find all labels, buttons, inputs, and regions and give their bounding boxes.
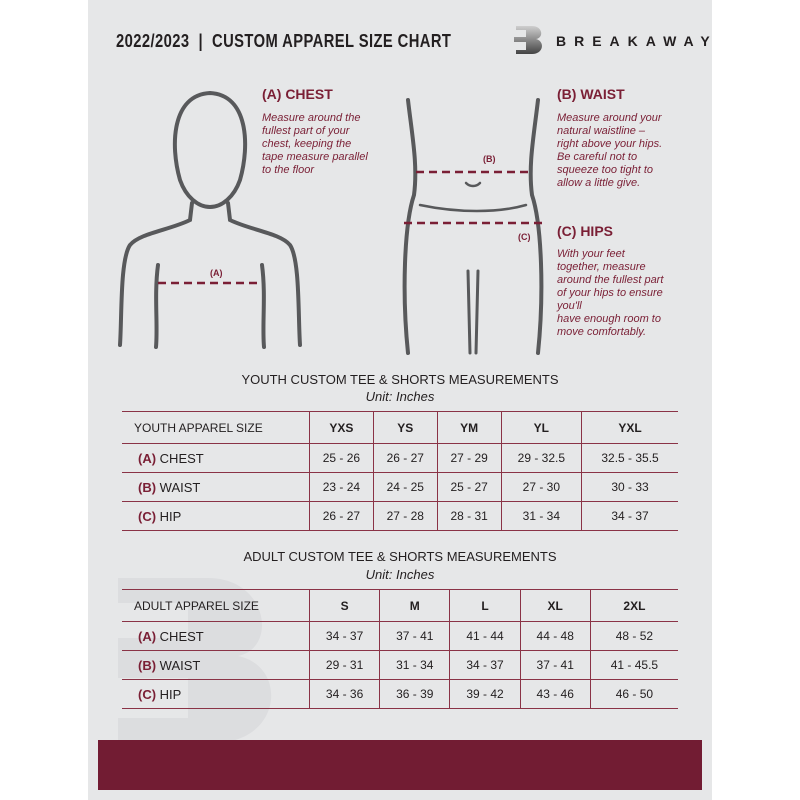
table-row: (C) HIP 34 - 36 36 - 39 39 - 42 43 - 46 46 -… <box>122 679 678 709</box>
table-row: (A) CHEST 34 - 37 37 - 41 41 - 44 44 - 48 48… <box>122 621 678 651</box>
chest-marker-label: (A) <box>210 268 223 278</box>
table-row: (B) WAIST 23 - 24 24 - 25 25 - 27 27 - 30 30… <box>122 472 678 502</box>
youth-size-table: YOUTH APPAREL SIZE YXS YS YM YL YXL (A) CHEST… <box>122 411 678 531</box>
chest-description: Measure around the fullest part of your ch… <box>262 112 368 176</box>
table-row: (C) HIP 26 - 27 27 - 28 28 - 31 31 - 34 34 -… <box>122 501 678 531</box>
chest-figure-illustration <box>118 90 302 349</box>
adult-unit: Unit: Inches <box>365 567 435 582</box>
youth-section-title: YOUTH CUSTOM TEE & SHORTS MEASUREMENTS <box>241 372 559 387</box>
waist-hips-figure-illustration <box>402 98 544 355</box>
waist-heading: (B) WAIST <box>557 86 625 102</box>
chest-heading: (A) CHEST <box>262 86 333 102</box>
brand-logo-icon <box>514 26 542 54</box>
table-row: (A) CHEST 25 - 26 26 - 27 27 - 29 29 - 32.5… <box>122 443 678 473</box>
table-header-row: ADULT APPAREL SIZE S M L XL 2XL <box>122 589 678 622</box>
table-header-row: YOUTH APPAREL SIZE YXS YS YM YL YXL <box>122 411 678 444</box>
hips-heading: (C) HIPS <box>557 223 613 239</box>
youth-unit: Unit: Inches <box>365 389 435 404</box>
page-title: 2022/2023 | CUSTOM APPAREL SIZE CHART <box>116 31 452 51</box>
table-row: (B) WAIST 29 - 31 31 - 34 34 - 37 37 - 41 41… <box>122 650 678 680</box>
brand-name: BREAKAWAY <box>556 33 718 49</box>
hips-description: With your feet together, measure around th… <box>557 248 664 338</box>
hips-marker-label: (C) <box>518 232 531 242</box>
footer-band <box>98 740 702 790</box>
adult-size-table: ADULT APPAREL SIZE S M L XL 2XL (A) CHEST 34 … <box>122 589 678 709</box>
waist-description: Measure around your natural waistline – ri… <box>557 112 663 189</box>
adult-section-title: ADULT CUSTOM TEE & SHORTS MEASUREMENTS <box>243 549 557 564</box>
waist-marker-label: (B) <box>483 154 496 164</box>
